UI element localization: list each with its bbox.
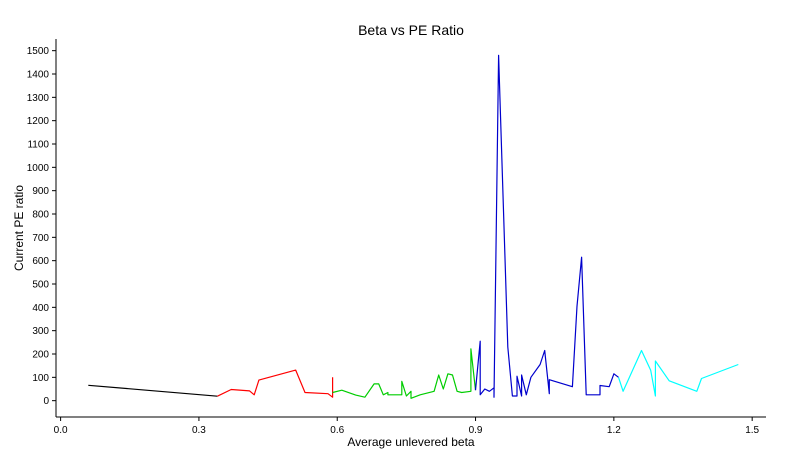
y-tick-label: 200 <box>32 350 49 361</box>
y-tick-label: 900 <box>32 186 49 197</box>
series-line-3 <box>332 348 477 399</box>
y-tick-label: 1100 <box>27 140 49 151</box>
x-tick-label: 0.3 <box>192 425 206 436</box>
series-lines <box>88 54 739 399</box>
y-tick-label: 700 <box>32 233 49 244</box>
x-tick-label: 0.6 <box>330 425 344 436</box>
x-axis-ticks: 0.0 0.3 0.6 0.9 1.2 1.5 <box>54 417 760 436</box>
series-line-5 <box>617 349 739 397</box>
y-tick-label: 600 <box>32 256 49 267</box>
x-tick-label: 1.5 <box>745 425 759 436</box>
y-axis-title: Current PE ratio <box>12 185 26 271</box>
y-tick-label: 100 <box>32 373 49 384</box>
x-tick-label: 0.0 <box>54 425 68 436</box>
y-tick-label: 800 <box>32 210 49 221</box>
y-axis-ticks: 0 100 200 300 400 500 600 700 800 900 1000 1100 1200… <box>27 46 56 407</box>
y-tick-label: 1500 <box>27 46 50 57</box>
x-tick-label: 1.2 <box>607 425 621 436</box>
y-tick-label: 0 <box>43 396 49 407</box>
x-tick-label: 0.9 <box>469 425 483 436</box>
y-tick-label: 400 <box>32 303 49 314</box>
y-tick-label: 1000 <box>27 163 50 174</box>
y-tick-label: 1300 <box>27 93 50 104</box>
y-tick-label: 300 <box>32 326 49 337</box>
chart-title: Beta vs PE Ratio <box>358 22 464 38</box>
series-line-2 <box>217 369 334 398</box>
y-tick-label: 500 <box>32 280 49 291</box>
series-line-4 <box>474 54 619 398</box>
series-line-1 <box>88 384 218 397</box>
y-tick-label: 1200 <box>27 116 50 127</box>
y-tick-label: 1400 <box>27 70 50 81</box>
x-axis-title: Average unlevered beta <box>347 435 475 449</box>
